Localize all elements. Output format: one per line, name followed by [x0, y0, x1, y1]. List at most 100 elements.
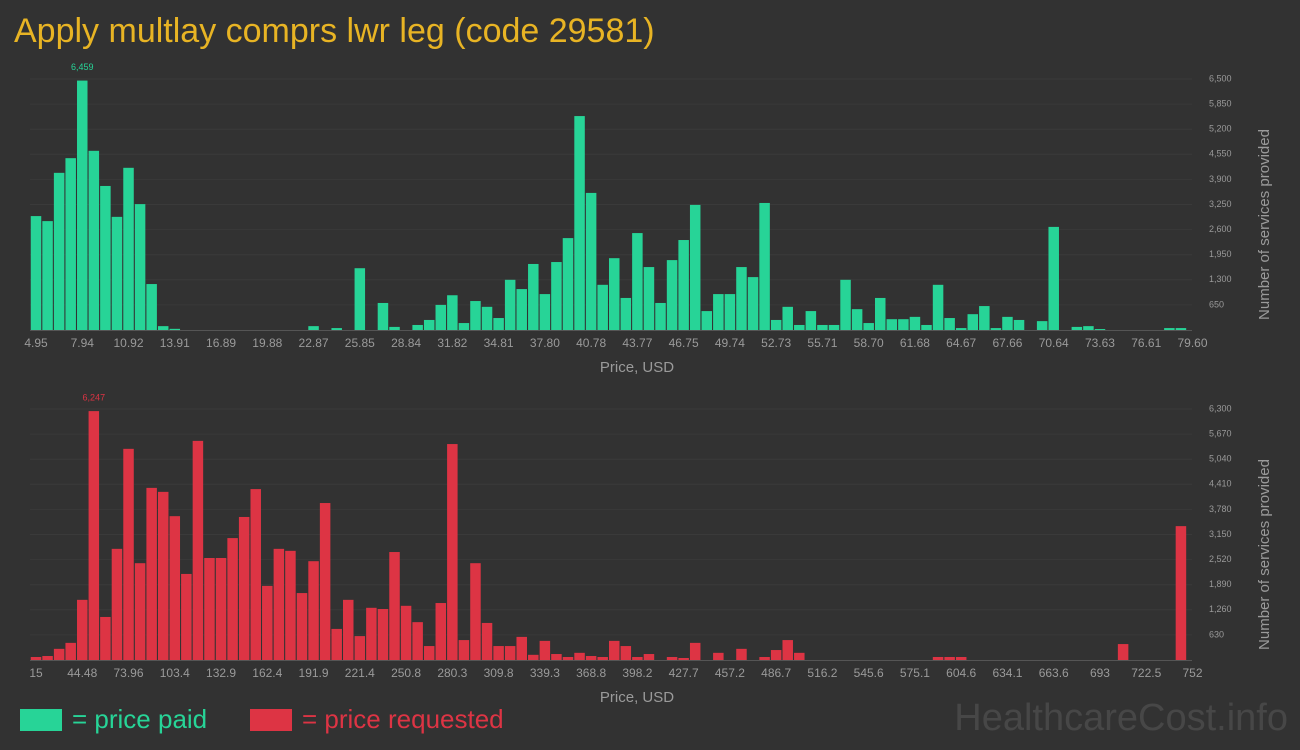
- x-axis-title: Price, USD: [600, 359, 674, 376]
- bar: [770, 319, 782, 330]
- bar: [805, 311, 817, 330]
- bar: [620, 297, 632, 330]
- bar: [1071, 326, 1083, 330]
- x-tick-label: 13.91: [160, 336, 190, 350]
- bar: [53, 172, 65, 330]
- bar: [794, 652, 805, 660]
- x-tick-label: 55.71: [807, 336, 837, 350]
- x-tick-label: 575.1: [900, 666, 930, 680]
- x-tick-label: 457.2: [715, 666, 745, 680]
- x-tick-label: 44.48: [67, 666, 97, 680]
- bar: [111, 216, 123, 330]
- x-tick-label: 22.87: [299, 336, 329, 350]
- bar: [181, 573, 192, 660]
- bar: [932, 284, 944, 330]
- bar: [528, 263, 539, 330]
- legend-swatch: [20, 709, 62, 731]
- bar: [585, 656, 597, 660]
- y-tick-label: 2,600: [1209, 224, 1232, 234]
- y-tick-label: 3,780: [1209, 504, 1232, 514]
- bar: [412, 324, 423, 330]
- x-tick-label: 70.64: [1039, 336, 1069, 350]
- x-tick-label: 40.78: [576, 336, 606, 350]
- x-tick-label: 67.66: [992, 336, 1022, 350]
- bar: [701, 311, 713, 330]
- x-tick-label: 37.80: [530, 336, 560, 350]
- bar: [643, 267, 655, 330]
- x-axis-title: Price, USD: [600, 689, 674, 706]
- bar: [493, 646, 504, 660]
- bar: [632, 657, 643, 660]
- bar: [574, 652, 585, 660]
- bar: [1094, 329, 1106, 330]
- bar: [111, 548, 123, 660]
- y-axis-title: Number of services provided: [1256, 459, 1273, 650]
- bar: [377, 609, 389, 660]
- bar: [944, 657, 955, 660]
- bar: [609, 258, 620, 330]
- bar: [30, 216, 42, 330]
- x-tick-label: 79.60: [1177, 336, 1207, 350]
- y-tick-label: 4,550: [1209, 149, 1232, 159]
- x-tick-label: 25.85: [345, 336, 375, 350]
- x-tick-label: 15: [29, 666, 43, 680]
- bar: [1117, 644, 1129, 660]
- bar: [516, 636, 527, 660]
- bar: [481, 306, 493, 330]
- bar: [1175, 526, 1187, 660]
- watermark: HealthcareCost.info: [954, 697, 1288, 739]
- y-tick-label: 1,890: [1209, 579, 1232, 589]
- legend-swatch: [250, 709, 292, 731]
- bar: [192, 440, 204, 660]
- bar: [1175, 328, 1187, 330]
- bar: [389, 326, 400, 330]
- x-tick-label: 31.82: [437, 336, 467, 350]
- y-tick-label: 3,150: [1209, 529, 1232, 539]
- bar: [967, 314, 979, 330]
- y-tick-label: 1,950: [1209, 249, 1232, 259]
- bar: [389, 552, 400, 660]
- x-tick-label: 58.70: [854, 336, 884, 350]
- x-tick-label: 73.63: [1085, 336, 1115, 350]
- bar: [354, 268, 366, 330]
- x-tick-label: 7.94: [71, 336, 95, 350]
- y-tick-label: 6,300: [1209, 403, 1232, 413]
- bar: [227, 538, 238, 660]
- bar: [898, 319, 909, 330]
- bar: [42, 656, 53, 660]
- bar: [574, 116, 585, 330]
- bar: [470, 301, 481, 330]
- chart-title: Apply multlay comprs lwr leg (code 29581…: [14, 12, 655, 50]
- bar: [146, 284, 157, 330]
- bar: [539, 640, 551, 660]
- bar: [65, 158, 76, 330]
- bar: [528, 654, 539, 660]
- bar: [655, 302, 666, 330]
- x-tick-label: 516.2: [807, 666, 837, 680]
- bar: [343, 599, 354, 660]
- bar: [308, 326, 319, 330]
- x-tick-label: 10.92: [114, 336, 144, 350]
- x-tick-label: 46.75: [669, 336, 699, 350]
- bar: [770, 650, 782, 660]
- bar: [828, 324, 840, 330]
- bar: [736, 267, 747, 330]
- legend-label: = price requested: [302, 704, 504, 734]
- x-tick-label: 368.8: [576, 666, 606, 680]
- bar: [458, 323, 470, 330]
- bar: [1013, 319, 1025, 330]
- x-tick-label: 250.8: [391, 666, 421, 680]
- bar: [504, 279, 516, 330]
- bar: [539, 294, 551, 330]
- bar: [840, 279, 851, 330]
- bar: [713, 652, 724, 660]
- bar: [296, 593, 308, 660]
- bar: [157, 326, 169, 330]
- bar: [123, 448, 134, 660]
- bar: [632, 233, 643, 330]
- data-label: 6,247: [83, 392, 106, 402]
- bar: [817, 324, 828, 330]
- bar: [100, 616, 111, 660]
- x-tick-label: 752: [1182, 666, 1202, 680]
- x-tick-label: 191.9: [299, 666, 329, 680]
